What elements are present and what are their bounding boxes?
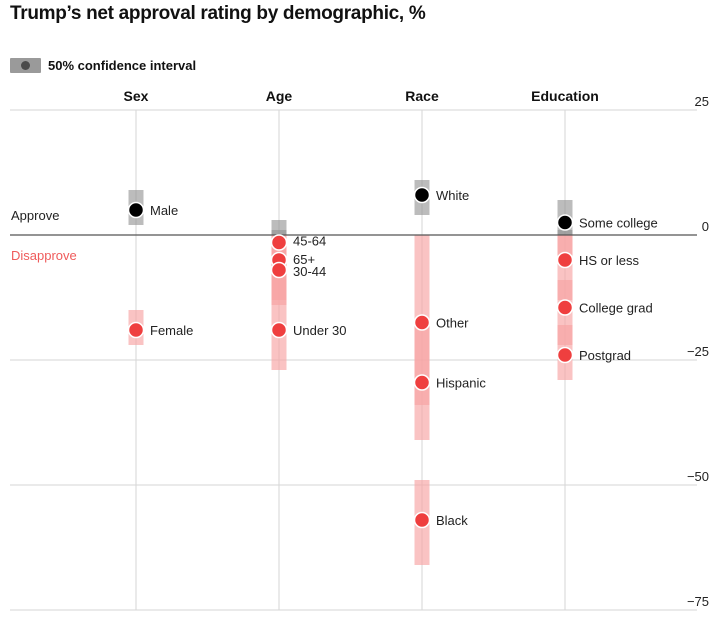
zero-layer: Approve Disapprove [10, 208, 697, 263]
data-point [556, 299, 574, 316]
point-label: 30-44 [293, 264, 326, 279]
column-header: Sex [124, 88, 149, 104]
data-point [413, 186, 431, 204]
legend-swatch-icon [10, 57, 41, 73]
y-tick-label: −75 [687, 594, 709, 609]
axis-layer: 25 0 −25 −50 −75 Sex Age Race Education [124, 88, 709, 609]
y-tick-label: −25 [687, 344, 709, 359]
data-point [127, 321, 145, 339]
point-layer [127, 186, 574, 529]
point-label: Some college [579, 216, 658, 231]
y-tick-label: −50 [687, 469, 709, 484]
data-point [127, 201, 145, 219]
point-label: 45-64 [293, 234, 326, 249]
data-point [556, 214, 574, 231]
point-label: White [436, 188, 469, 203]
data-point [270, 234, 288, 251]
point-label: Other [436, 316, 469, 331]
column-header: Age [266, 88, 293, 104]
y-tick-label: 25 [695, 94, 709, 109]
point-label: College grad [579, 301, 653, 316]
label-layer: Male Female 45-64 65+30-44 Under 30 White Othe… [150, 188, 658, 528]
point-label: Postgrad [579, 348, 631, 363]
ci-band [414, 320, 430, 405]
point-label: Under 30 [293, 323, 346, 338]
point-label: Hispanic [436, 376, 486, 391]
ci-band [557, 230, 573, 235]
point-label: 65+ [293, 252, 315, 267]
y-tick-label: 0 [702, 219, 709, 234]
disapprove-label: Disapprove [11, 248, 77, 263]
data-point [270, 321, 288, 339]
point-label: HS or less [579, 253, 639, 268]
data-point [413, 511, 431, 529]
ci-band [271, 230, 287, 235]
column-header: Race [405, 88, 439, 104]
point-label: Black [436, 513, 468, 528]
column-header: Education [531, 88, 599, 104]
data-point [556, 346, 574, 364]
chart-title: Trump’s net approval rating by demograph… [10, 3, 426, 24]
legend-dot-icon [21, 60, 30, 70]
data-point [270, 261, 288, 279]
data-point [556, 251, 574, 269]
legend-label: 50% confidence interval [48, 57, 197, 73]
approve-label: Approve [11, 208, 59, 223]
point-label: Male [150, 203, 178, 218]
point-label: Female [150, 323, 193, 338]
band-layer [128, 180, 573, 565]
data-point [413, 314, 431, 331]
data-point [413, 374, 431, 391]
legend: 50% confidence interval [10, 57, 196, 73]
